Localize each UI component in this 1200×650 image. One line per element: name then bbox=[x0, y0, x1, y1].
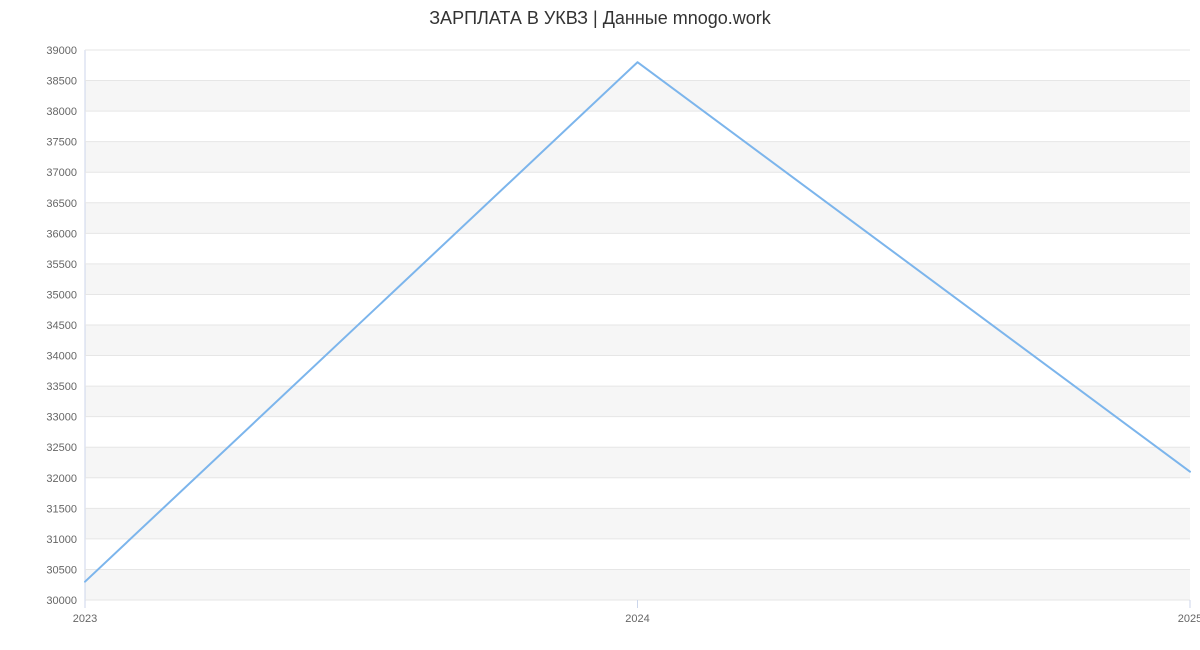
svg-text:34000: 34000 bbox=[46, 351, 77, 363]
svg-text:38000: 38000 bbox=[46, 106, 77, 118]
svg-text:32000: 32000 bbox=[46, 473, 77, 485]
svg-text:31500: 31500 bbox=[46, 503, 77, 515]
svg-text:35500: 35500 bbox=[46, 259, 77, 271]
svg-text:30000: 30000 bbox=[46, 595, 77, 607]
svg-text:37000: 37000 bbox=[46, 167, 77, 179]
svg-text:35000: 35000 bbox=[46, 289, 77, 301]
svg-text:36500: 36500 bbox=[46, 198, 77, 210]
svg-text:34500: 34500 bbox=[46, 320, 77, 332]
svg-text:33500: 33500 bbox=[46, 381, 77, 393]
salary-line-chart: ЗАРПЛАТА В УКВЗ | Данные mnogo.work 3000… bbox=[0, 0, 1200, 650]
svg-text:33000: 33000 bbox=[46, 412, 77, 424]
svg-text:2024: 2024 bbox=[625, 613, 649, 625]
svg-text:39000: 39000 bbox=[46, 45, 77, 57]
svg-text:37500: 37500 bbox=[46, 137, 77, 149]
svg-text:31000: 31000 bbox=[46, 534, 77, 546]
svg-text:38500: 38500 bbox=[46, 76, 77, 88]
svg-text:2023: 2023 bbox=[73, 613, 97, 625]
svg-text:2025: 2025 bbox=[1178, 613, 1200, 625]
chart-svg: 30000 30500 31000 31500 32000 32500 33000 33500… bbox=[0, 38, 1200, 650]
svg-text:32500: 32500 bbox=[46, 442, 77, 454]
chart-title: ЗАРПЛАТА В УКВЗ | Данные mnogo.work bbox=[0, 0, 1200, 38]
svg-text:36000: 36000 bbox=[46, 228, 77, 240]
svg-text:30500: 30500 bbox=[46, 564, 77, 576]
